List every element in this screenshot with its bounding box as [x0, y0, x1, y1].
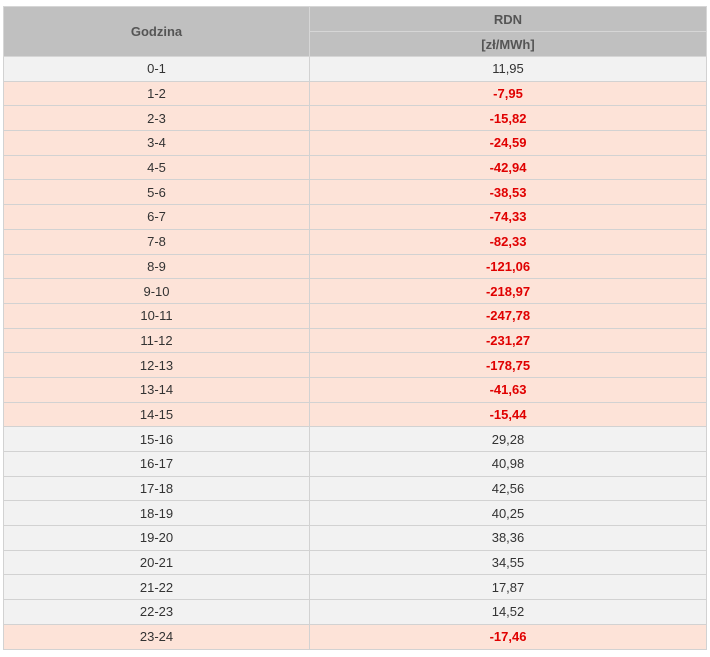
hour-cell: 15-16: [3, 426, 310, 452]
price-cell: -231,27: [309, 327, 707, 354]
table-row: 6-7 -74,33: [3, 204, 707, 230]
price-cell: 29,28: [309, 426, 707, 452]
hour-cell: 8-9: [3, 253, 310, 280]
table-body: 0-1 11,95 1-2 -7,95 2-3 -15,82 3-4 -24,59 4-5 -42…: [3, 56, 707, 650]
hour-cell: 7-8: [3, 228, 310, 255]
hour-cell: 21-22: [3, 574, 310, 601]
price-cell: -7,95: [309, 80, 707, 107]
hour-cell: 23-24: [3, 623, 310, 650]
hour-cell: 6-7: [3, 204, 310, 230]
column-header-hour: Godzina: [3, 6, 310, 57]
table-row: 12-13 -178,75: [3, 352, 707, 378]
price-cell: -41,63: [309, 376, 707, 403]
price-cell: -24,59: [309, 130, 707, 156]
hour-cell: 1-2: [3, 80, 310, 107]
price-cell: -82,33: [309, 228, 707, 255]
hour-cell: 22-23: [3, 599, 310, 625]
price-cell: 42,56: [309, 475, 707, 502]
table-row: 18-19 40,25: [3, 500, 707, 527]
hour-cell: 3-4: [3, 130, 310, 156]
table-row: 7-8 -82,33: [3, 228, 707, 255]
hour-cell: 18-19: [3, 500, 310, 527]
hour-cell: 16-17: [3, 451, 310, 477]
hour-cell: 19-20: [3, 525, 310, 551]
price-cell: -121,06: [309, 253, 707, 280]
table-row: 2-3 -15,82: [3, 105, 707, 132]
table-row: 10-11 -247,78: [3, 302, 707, 329]
price-cell: -42,94: [309, 154, 707, 181]
hour-cell: 20-21: [3, 549, 310, 576]
table-row: 15-16 29,28: [3, 426, 707, 452]
hour-cell: 11-12: [3, 327, 310, 354]
price-cell: 34,55: [309, 549, 707, 576]
table-row: 9-10 -218,97: [3, 278, 707, 304]
table-row: 16-17 40,98: [3, 451, 707, 477]
price-cell: 11,95: [309, 56, 707, 82]
hour-cell: 12-13: [3, 352, 310, 378]
table-row: 5-6 -38,53: [3, 179, 707, 206]
table-row: 13-14 -41,63: [3, 376, 707, 403]
table-row: 1-2 -7,95: [3, 80, 707, 107]
table-row: 22-23 14,52: [3, 599, 707, 625]
column-header-market: RDN: [309, 6, 707, 32]
hour-cell: 5-6: [3, 179, 310, 206]
table-row: 20-21 34,55: [3, 549, 707, 576]
table-row: 23-24 -17,46: [3, 623, 707, 650]
hour-cell: 17-18: [3, 475, 310, 502]
price-cell: -218,97: [309, 278, 707, 304]
hour-cell: 10-11: [3, 302, 310, 329]
hour-cell: 14-15: [3, 401, 310, 428]
hour-cell: 13-14: [3, 376, 310, 403]
table-row: 19-20 38,36: [3, 525, 707, 551]
price-cell: 40,98: [309, 451, 707, 477]
table-row: 11-12 -231,27: [3, 327, 707, 354]
column-header-unit: [zł/MWh]: [309, 31, 707, 57]
price-cell: 38,36: [309, 525, 707, 551]
price-cell: 14,52: [309, 599, 707, 625]
price-cell: -15,82: [309, 105, 707, 132]
rdn-price-table: Godzina RDN [zł/MWh] 0-1 11,95 1-2 -7,95 2-3…: [3, 6, 707, 650]
hour-cell: 9-10: [3, 278, 310, 304]
table-row: 3-4 -24,59: [3, 130, 707, 156]
price-cell: -17,46: [309, 623, 707, 650]
price-cell: -178,75: [309, 352, 707, 378]
table-row: 4-5 -42,94: [3, 154, 707, 181]
table-row: 0-1 11,95: [3, 56, 707, 82]
price-table-container: Godzina RDN [zł/MWh] 0-1 11,95 1-2 -7,95 2-3…: [3, 6, 707, 650]
table-header: Godzina RDN [zł/MWh]: [3, 6, 707, 57]
price-cell: -247,78: [309, 302, 707, 329]
table-row: 8-9 -121,06: [3, 253, 707, 280]
price-cell: -15,44: [309, 401, 707, 428]
price-cell: -38,53: [309, 179, 707, 206]
table-row: 17-18 42,56: [3, 475, 707, 502]
hour-cell: 4-5: [3, 154, 310, 181]
hour-cell: 0-1: [3, 56, 310, 82]
price-cell: 40,25: [309, 500, 707, 527]
price-cell: -74,33: [309, 204, 707, 230]
hour-cell: 2-3: [3, 105, 310, 132]
price-cell: 17,87: [309, 574, 707, 601]
table-row: 14-15 -15,44: [3, 401, 707, 428]
table-row: 21-22 17,87: [3, 574, 707, 601]
